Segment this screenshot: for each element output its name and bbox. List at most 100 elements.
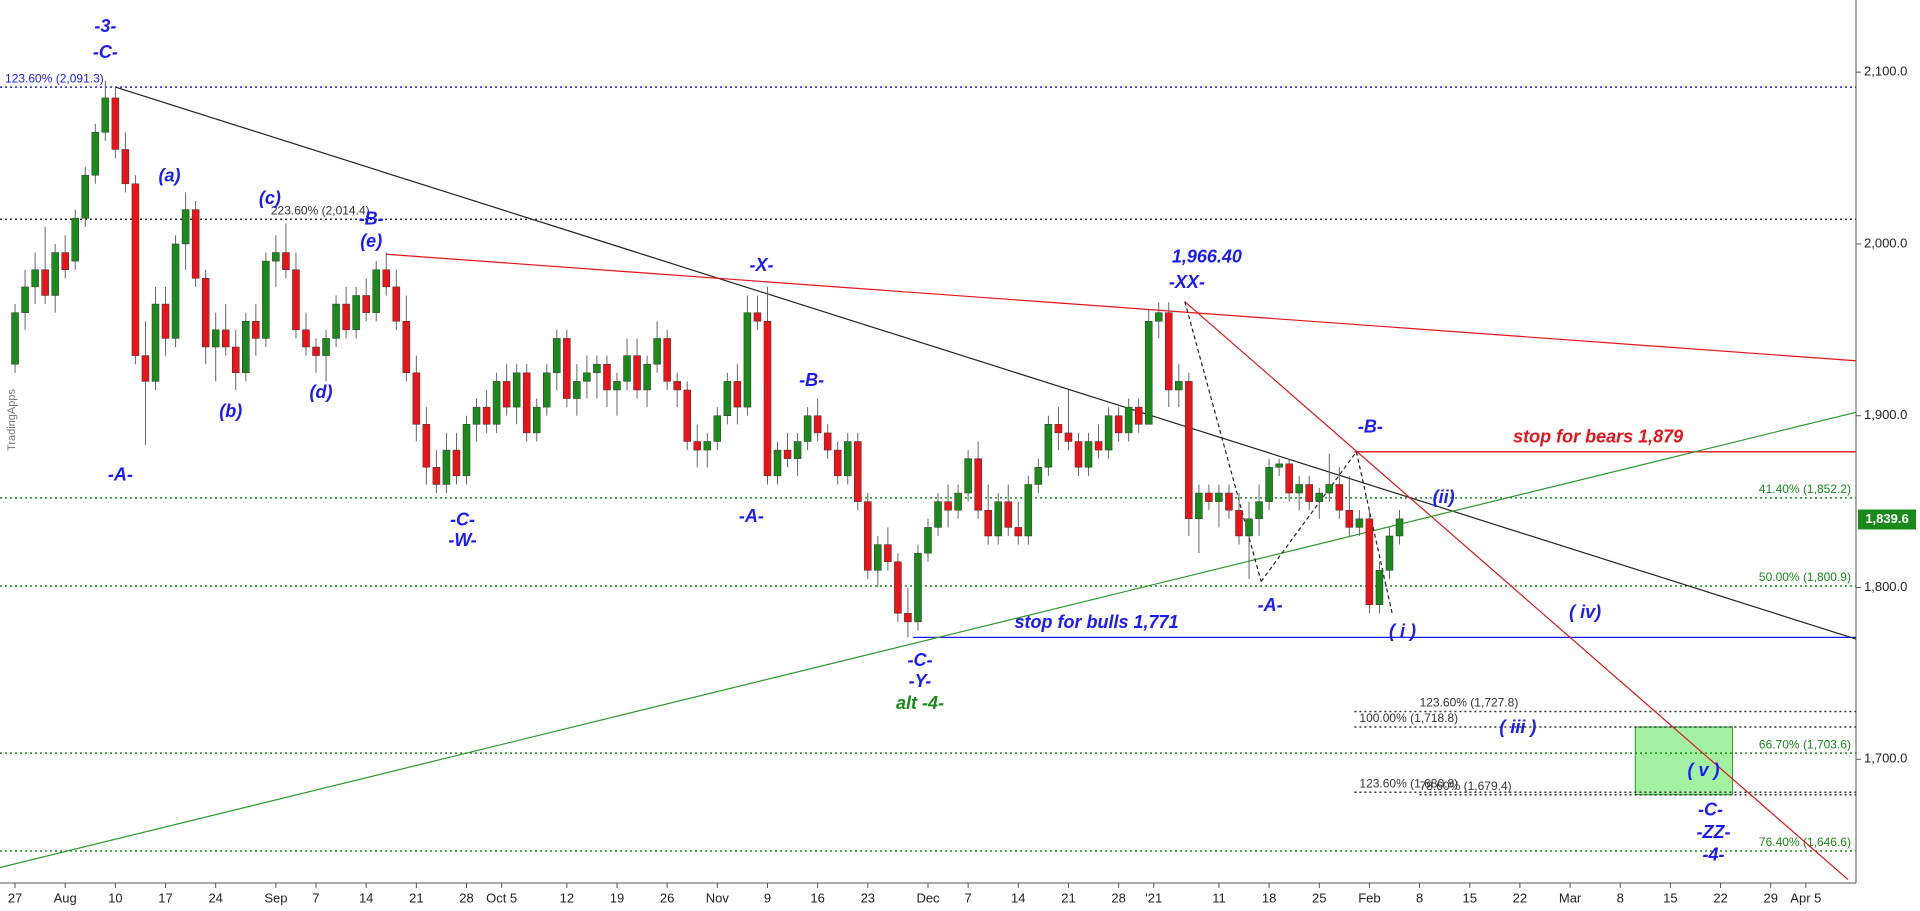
- candle-body: [482, 406, 491, 425]
- candle-body: [813, 415, 822, 434]
- wave-label: (d): [310, 382, 333, 402]
- wave-label: -C-: [907, 650, 932, 670]
- candle-body: [1154, 312, 1163, 322]
- wave-label: -B-: [359, 209, 384, 229]
- candle-body: [1124, 406, 1133, 434]
- candle-body: [1185, 381, 1193, 520]
- candle-body: [402, 320, 411, 374]
- candle-body: [573, 381, 581, 399]
- x-tick-label: 9: [764, 890, 771, 905]
- candle-body: [723, 381, 732, 416]
- candle-body: [1225, 492, 1233, 511]
- candle-body: [753, 312, 762, 322]
- candle-body: [1215, 492, 1223, 502]
- candle-body: [221, 329, 230, 348]
- target-box: [1634, 726, 1734, 796]
- y-tick-label: 1,800.0: [1864, 579, 1907, 594]
- candle-body: [502, 381, 511, 408]
- candle-body: [1375, 570, 1384, 605]
- candle-body: [994, 501, 1002, 537]
- x-tick-label: 8: [1416, 890, 1423, 905]
- x-tick-label: 21: [409, 890, 423, 905]
- x-tick-label: 22: [1513, 890, 1527, 905]
- x-tick-label: 15: [1663, 890, 1677, 905]
- candle-body: [412, 372, 421, 425]
- x-tick-label: 29: [1763, 890, 1777, 905]
- candle-body: [1295, 484, 1303, 494]
- x-tick-label: 16: [810, 890, 824, 905]
- candle-body: [944, 501, 952, 511]
- x-tick-label: Sep: [264, 890, 287, 905]
- y-tick-label: 2,100.0: [1864, 64, 1907, 79]
- x-tick-label: Nov: [706, 890, 730, 905]
- candle-body: [322, 338, 330, 356]
- wave-label: -B-: [1358, 417, 1383, 437]
- level-label: 50.00% (1,800.9): [1759, 570, 1851, 584]
- wave-label: -C-: [93, 42, 118, 62]
- candle-body: [51, 252, 59, 296]
- candle-body: [312, 346, 320, 356]
- candle-body: [1064, 432, 1073, 442]
- candle-body: [1094, 441, 1103, 451]
- x-tick-label: 26: [660, 890, 674, 905]
- candle-body: [613, 381, 621, 391]
- candle-body: [1024, 484, 1033, 537]
- y-tick-label: 2,000.0: [1864, 235, 1907, 250]
- candle-body: [553, 338, 561, 374]
- candle-body: [1084, 441, 1093, 468]
- candle-body: [1255, 501, 1263, 520]
- candle-body: [833, 449, 842, 477]
- x-tick-label: Oct 5: [486, 890, 517, 905]
- x-tick-label: Feb: [1358, 890, 1380, 905]
- candle-body: [131, 183, 140, 356]
- x-tick-label: 10: [108, 890, 122, 905]
- candle-body: [1335, 484, 1344, 511]
- x-tick-label: 25: [1312, 890, 1326, 905]
- candle-body: [984, 509, 992, 537]
- x-tick-label: 27: [8, 890, 22, 905]
- x-tick-label: 7: [965, 890, 972, 905]
- candle-body: [332, 303, 340, 339]
- candle-body: [1245, 518, 1253, 537]
- x-tick-label: 28: [1111, 890, 1125, 905]
- candle-body: [1315, 492, 1324, 502]
- candle-body: [262, 260, 270, 339]
- wave-label: ( v ): [1687, 760, 1719, 780]
- candle-body: [1385, 535, 1394, 571]
- candle-body: [232, 346, 240, 374]
- wave-label: -W-: [448, 530, 476, 550]
- candle-body: [803, 415, 812, 442]
- level-label: 223.60% (2,014.4): [271, 203, 370, 217]
- x-tick-label: 17: [158, 890, 172, 905]
- wave-label: (b): [219, 401, 242, 421]
- candle-body: [1285, 463, 1293, 494]
- wave-label: ( i ): [1389, 621, 1416, 641]
- candle-body: [1114, 415, 1123, 434]
- candle-body: [693, 441, 702, 451]
- candle-body: [1325, 484, 1334, 494]
- candle-body: [151, 303, 160, 382]
- candle-body: [593, 363, 601, 374]
- candle-body: [783, 449, 792, 459]
- candle-body: [41, 269, 49, 296]
- x-tick-label: 23: [861, 890, 875, 905]
- candle-body: [583, 372, 591, 382]
- candle-body: [1195, 492, 1203, 520]
- candle-body: [934, 501, 942, 528]
- candle-body: [181, 209, 190, 245]
- candle-body: [1054, 424, 1063, 434]
- candle-body: [843, 441, 852, 477]
- x-tick-label: 22: [1713, 890, 1727, 905]
- y-tick-label: 1,900.0: [1864, 407, 1907, 422]
- candle-body: [272, 252, 280, 262]
- candle-body: [1365, 518, 1374, 605]
- candle-body: [372, 269, 380, 313]
- candle-body: [1355, 518, 1364, 528]
- x-tick-label: '21: [1145, 890, 1162, 905]
- level-label: 41.40% (1,852.2): [1759, 482, 1851, 496]
- candle-body: [914, 552, 922, 623]
- candle-body: [974, 458, 982, 511]
